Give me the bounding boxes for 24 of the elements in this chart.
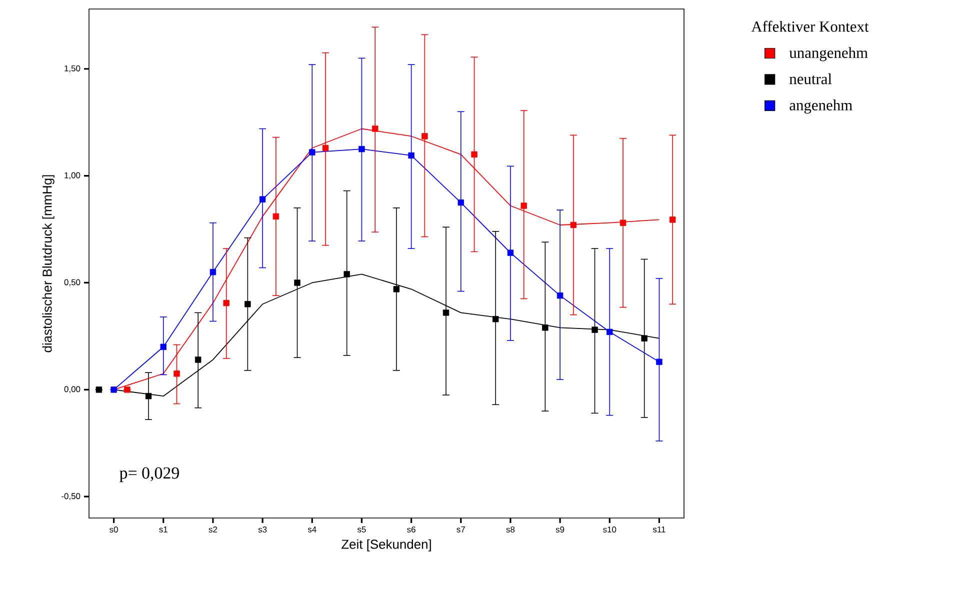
x-tick-label: s5 [357,526,366,532]
x-tick-label: s9 [556,526,564,532]
y-tick-label: 1,50 [64,65,80,72]
x-tick-label: s2 [208,526,218,532]
x-tick-label: s3 [258,526,267,532]
legend-label: neutral [790,73,832,84]
y-tick-label: 0,00 [64,386,80,394]
x-tick-label: s4 [308,526,316,532]
x-tick-label: s6 [407,526,416,532]
x-tick-label: s11 [652,526,666,532]
legend-title: Affektiver Kontext [751,20,869,32]
y-tick-label: 1,00 [64,172,80,180]
y-tick-label: 0,50 [64,279,80,286]
y-axis-title: diastolischer Blutdruck [mmHg] [42,175,54,352]
legend-label: angenehm [790,100,852,114]
annotation: p= 0,029 [120,467,179,482]
x-tick-label: s7 [456,526,465,532]
legend-label: unangenehm [789,47,868,62]
y-tick-label: -0,50 [62,493,80,500]
x-tick-label: s10 [603,526,616,532]
x-tick-label: s0 [110,526,118,532]
x-tick-label: s1 [159,526,168,532]
x-axis-title: Zeit [Sekunden] [342,539,431,552]
x-tick-label: s8 [506,526,515,532]
